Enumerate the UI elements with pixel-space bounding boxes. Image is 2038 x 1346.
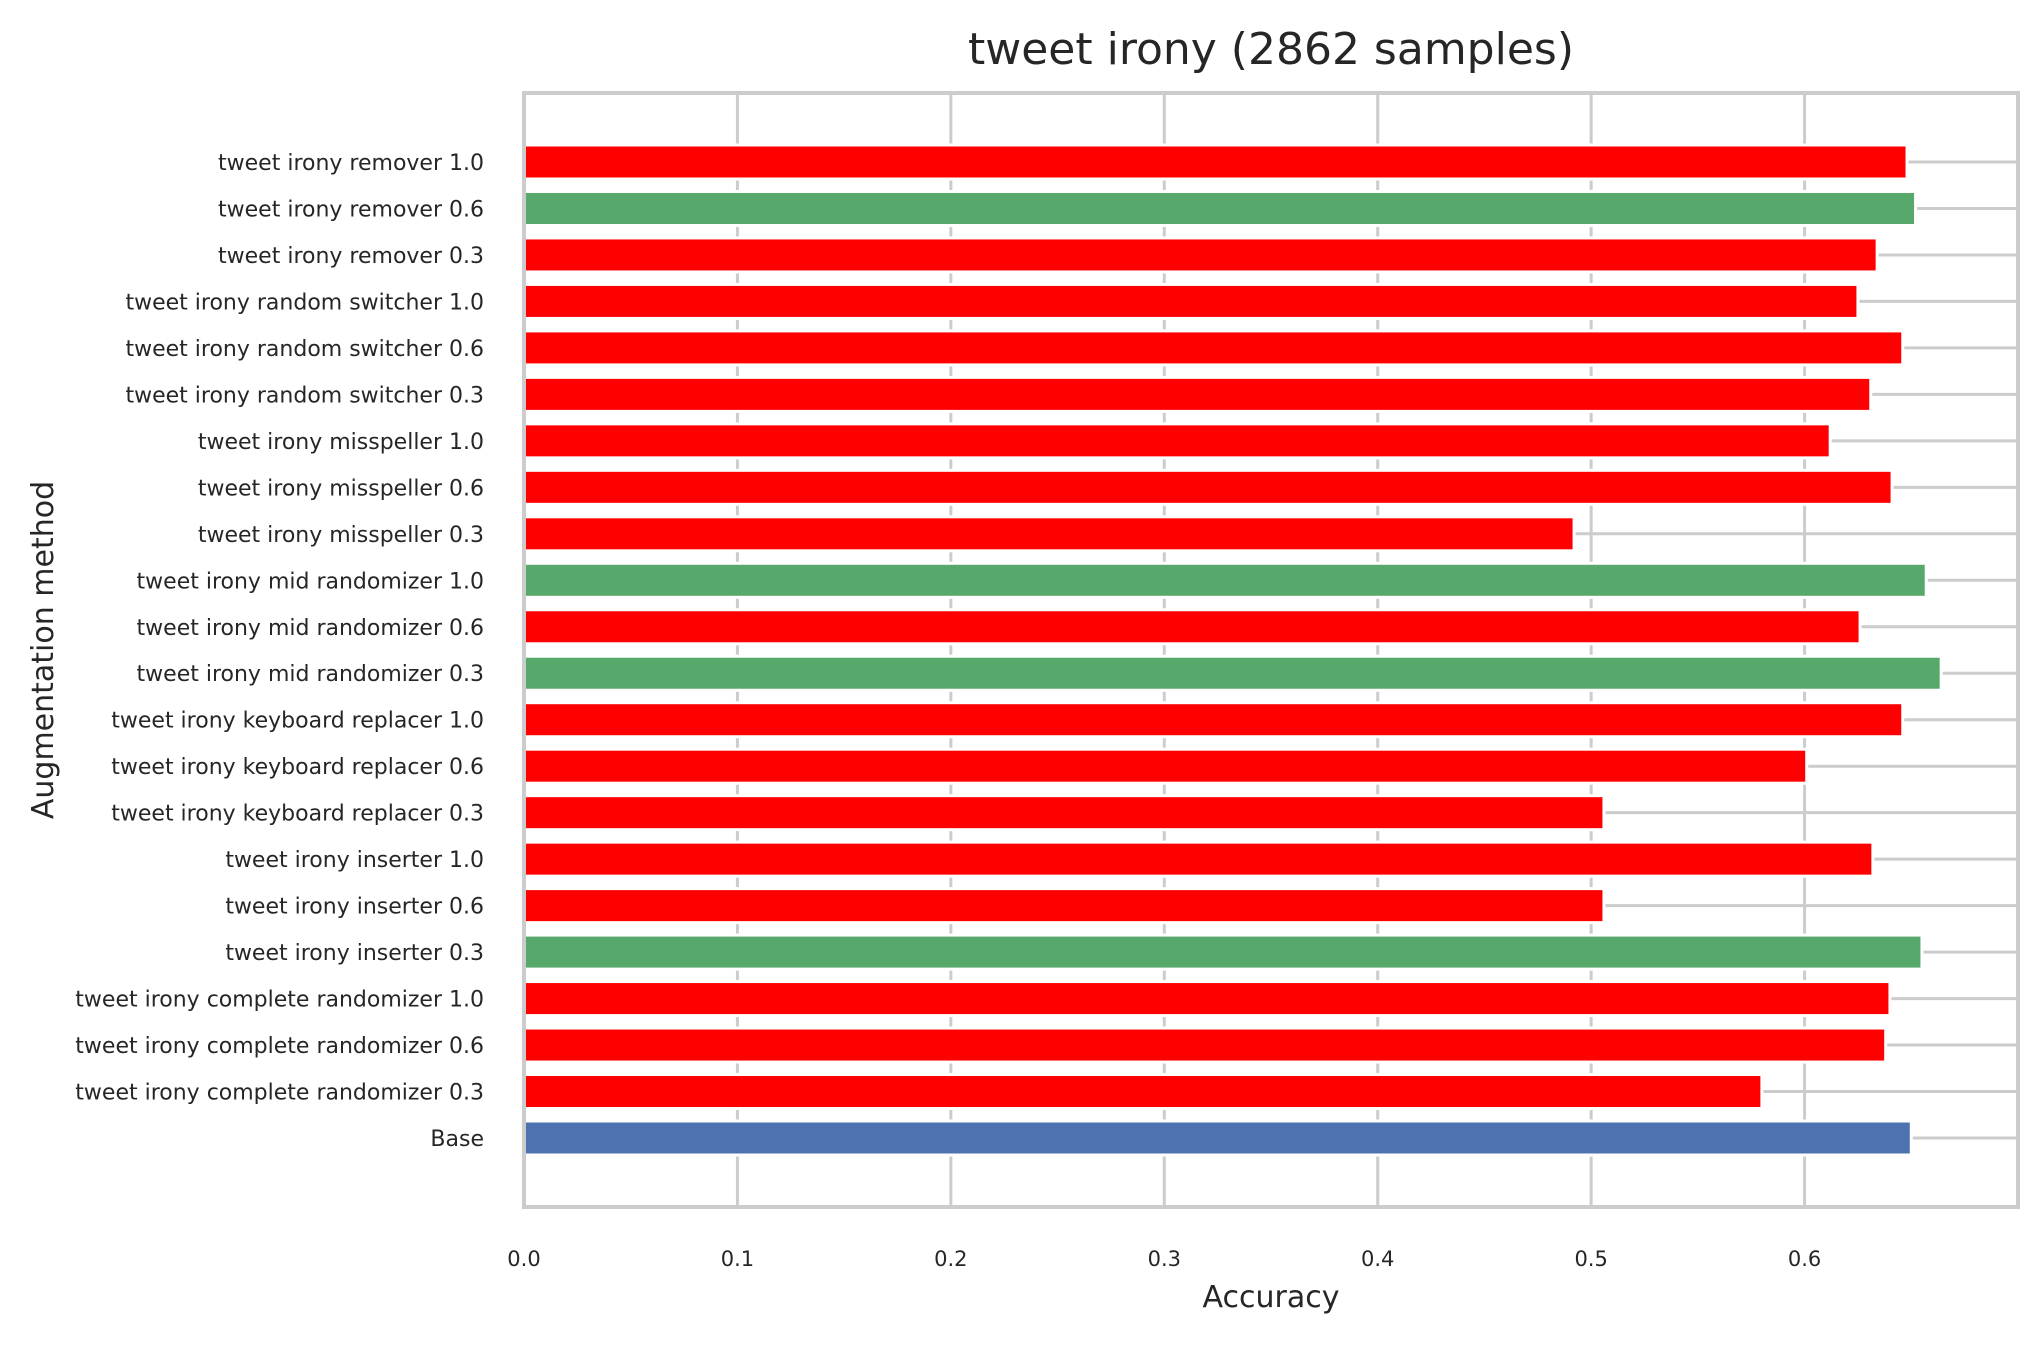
bar xyxy=(522,468,1894,506)
y-tick-label: tweet irony random switcher 0.6 xyxy=(125,337,484,362)
y-tick-label: tweet irony keyboard replacer 0.6 xyxy=(111,755,484,780)
y-tick-label: Base xyxy=(430,1127,484,1152)
bar xyxy=(522,1026,1888,1064)
bar xyxy=(522,747,1809,785)
bar xyxy=(522,1119,1913,1157)
bar xyxy=(522,608,1862,646)
bar xyxy=(522,422,1832,460)
y-tick-label: tweet irony inserter 0.3 xyxy=(225,941,484,966)
bar xyxy=(522,840,1875,878)
x-tick-label: 0.5 xyxy=(1574,1247,1607,1271)
y-tick-label: tweet irony complete randomizer 1.0 xyxy=(75,988,484,1013)
bar xyxy=(522,980,1892,1018)
y-tick-label: tweet irony misspeller 1.0 xyxy=(198,430,484,455)
x-tick-labels: 0.0 0.1 0.2 0.3 0.4 0.5 0.6 xyxy=(507,1247,1821,1271)
y-tick-label: tweet irony complete randomizer 0.3 xyxy=(75,1081,484,1106)
bar xyxy=(522,561,1928,599)
y-axis-label: Augmentation method xyxy=(26,481,61,819)
bar xyxy=(522,143,1909,181)
x-axis-label: Accuracy xyxy=(1203,1280,1340,1315)
bar xyxy=(522,329,1905,367)
bar xyxy=(522,701,1905,739)
bar xyxy=(522,654,1943,692)
y-tick-label: tweet irony misspeller 0.6 xyxy=(198,476,484,501)
y-tick-label: tweet irony mid randomizer 1.0 xyxy=(137,569,484,594)
y-tick-label: tweet irony misspeller 0.3 xyxy=(198,523,484,548)
y-tick-label: tweet irony mid randomizer 0.6 xyxy=(137,616,484,641)
bar xyxy=(522,933,1924,971)
y-tick-label: tweet irony remover 0.3 xyxy=(218,244,484,269)
x-tick-label: 0.2 xyxy=(934,1247,967,1271)
bar xyxy=(522,282,1860,320)
bars xyxy=(522,143,1943,1157)
y-tick-label: tweet irony random switcher 1.0 xyxy=(125,290,484,315)
x-tick-label: 0.3 xyxy=(1148,1247,1181,1271)
plot-frame xyxy=(522,91,2020,1209)
bar xyxy=(522,794,1606,832)
y-tick-label: tweet irony inserter 0.6 xyxy=(225,895,484,920)
y-tick-label: tweet irony random switcher 0.3 xyxy=(125,383,484,408)
y-tick-label: tweet irony remover 0.6 xyxy=(218,197,484,222)
y-tick-label: tweet irony complete randomizer 0.6 xyxy=(75,1034,484,1059)
y-tick-label: tweet irony remover 1.0 xyxy=(218,151,484,176)
bar xyxy=(522,375,1873,413)
y-tick-label: tweet irony mid randomizer 0.3 xyxy=(137,662,484,687)
bar xyxy=(522,189,1918,227)
y-tick-label: tweet irony keyboard replacer 1.0 xyxy=(111,709,484,734)
chart-title: tweet irony (2862 samples) xyxy=(968,24,1574,75)
bar xyxy=(522,515,1576,553)
bar xyxy=(522,236,1879,274)
bar xyxy=(522,887,1606,925)
x-tick-label: 0.4 xyxy=(1361,1247,1394,1271)
x-tick-label: 0.6 xyxy=(1788,1247,1821,1271)
x-tick-label: 0.1 xyxy=(721,1247,754,1271)
y-tick-labels: tweet irony remover 1.0 tweet irony remov… xyxy=(75,151,484,1152)
x-tick-label: 0.0 xyxy=(507,1247,540,1271)
bar xyxy=(522,1073,1764,1111)
y-tick-label: tweet irony inserter 1.0 xyxy=(225,848,484,873)
y-tick-label: tweet irony keyboard replacer 0.3 xyxy=(111,802,484,827)
